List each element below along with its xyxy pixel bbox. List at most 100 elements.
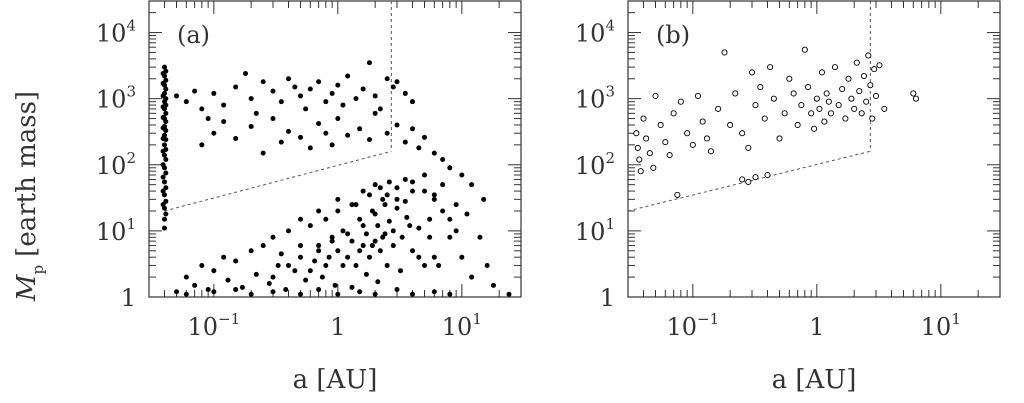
data-point xyxy=(876,62,883,69)
y-tick-label-base: 10 xyxy=(96,86,127,114)
data-point xyxy=(394,286,400,292)
data-point xyxy=(160,135,166,141)
data-point xyxy=(160,162,166,168)
data-point xyxy=(335,116,341,122)
data-point xyxy=(292,268,298,274)
data-point xyxy=(270,274,276,280)
y-tick-label-exp: 4 xyxy=(605,17,615,35)
y-tick-label: 103 xyxy=(575,83,615,114)
data-point xyxy=(640,115,647,122)
data-point xyxy=(786,75,793,82)
data-point xyxy=(856,88,863,95)
data-point xyxy=(390,243,396,249)
data-point xyxy=(183,291,189,297)
data-point xyxy=(459,172,465,178)
data-point xyxy=(221,102,227,108)
data-point xyxy=(402,198,408,204)
data-point xyxy=(650,164,657,171)
data-point xyxy=(689,141,696,148)
data-point xyxy=(394,185,400,191)
data-point xyxy=(160,114,166,120)
data-point xyxy=(298,216,304,222)
data-point xyxy=(386,218,392,224)
data-point xyxy=(453,202,459,208)
x-tick-label: 1 xyxy=(809,313,824,341)
data-point xyxy=(199,106,205,112)
data-point xyxy=(345,132,351,138)
y-tick-label-base: 1 xyxy=(600,284,615,312)
data-point xyxy=(839,85,846,93)
y-tick-label-base: 10 xyxy=(575,218,606,246)
data-point xyxy=(427,216,433,222)
data-point xyxy=(459,254,465,260)
data-point xyxy=(825,98,832,105)
data-point xyxy=(431,192,437,198)
data-point xyxy=(248,291,254,297)
data-point xyxy=(298,254,304,260)
data-point xyxy=(239,284,245,290)
data-point xyxy=(823,90,830,97)
data-point xyxy=(382,202,388,208)
data-point xyxy=(248,96,254,102)
data-point xyxy=(715,105,722,112)
data-point xyxy=(416,145,422,151)
data-point xyxy=(384,76,390,82)
data-point xyxy=(357,289,363,295)
data-point xyxy=(910,90,917,97)
data-point xyxy=(316,248,322,254)
data-point xyxy=(160,148,166,154)
y-tick-label-base: 10 xyxy=(96,218,127,246)
y-tick-label: 104 xyxy=(96,17,136,48)
svg-text:Mp[earth mass]: Mp [earth mass] xyxy=(12,91,47,302)
data-point xyxy=(835,102,842,109)
data-point xyxy=(394,196,400,202)
data-point xyxy=(205,116,211,122)
x-tick-label: 10−1 xyxy=(188,310,241,341)
y-ticks xyxy=(628,0,1000,298)
data-point xyxy=(298,291,304,297)
data-point xyxy=(851,105,858,112)
data-point xyxy=(192,88,198,94)
data-point xyxy=(427,234,433,240)
data-point xyxy=(422,134,428,140)
data-point xyxy=(790,90,797,97)
data-point xyxy=(399,234,405,240)
data-point xyxy=(409,291,415,297)
data-point xyxy=(390,228,396,234)
data-point xyxy=(382,231,388,237)
y-tick-label: 103 xyxy=(96,83,136,114)
shared-y-axis-title: Mp [earth mass] xyxy=(12,91,47,302)
data-point xyxy=(637,168,644,175)
data-point xyxy=(349,238,355,244)
y-tick-label-exp: 1 xyxy=(605,215,615,233)
data-point xyxy=(674,191,681,198)
x-tick-label: 1 xyxy=(330,313,345,341)
data-point xyxy=(307,268,313,274)
data-point xyxy=(390,84,396,90)
data-point xyxy=(776,135,783,142)
y-tick-label-exp: 2 xyxy=(605,149,615,167)
data-point xyxy=(739,130,746,137)
data-point xyxy=(253,110,259,116)
data-point xyxy=(266,281,272,287)
data-point xyxy=(867,82,874,89)
data-point xyxy=(447,165,453,171)
data-point xyxy=(375,223,381,229)
data-point xyxy=(422,188,428,194)
data-point xyxy=(404,214,410,220)
data-point xyxy=(440,208,446,214)
y-ticks xyxy=(149,0,521,298)
y-tick-label-exp: 4 xyxy=(126,17,136,35)
data-point xyxy=(340,262,346,268)
data-point xyxy=(329,142,335,148)
data-point xyxy=(801,46,808,53)
y-tick-label-base: 10 xyxy=(575,20,606,48)
y-axis-title-rest: [earth mass] xyxy=(12,91,42,257)
data-point xyxy=(853,59,860,66)
data-point xyxy=(335,196,341,202)
y-tick-label-base: 10 xyxy=(575,86,606,114)
x-tick-label-exp: −1 xyxy=(218,310,240,328)
y-tick-label: 1 xyxy=(600,284,615,312)
data-point xyxy=(323,216,329,222)
